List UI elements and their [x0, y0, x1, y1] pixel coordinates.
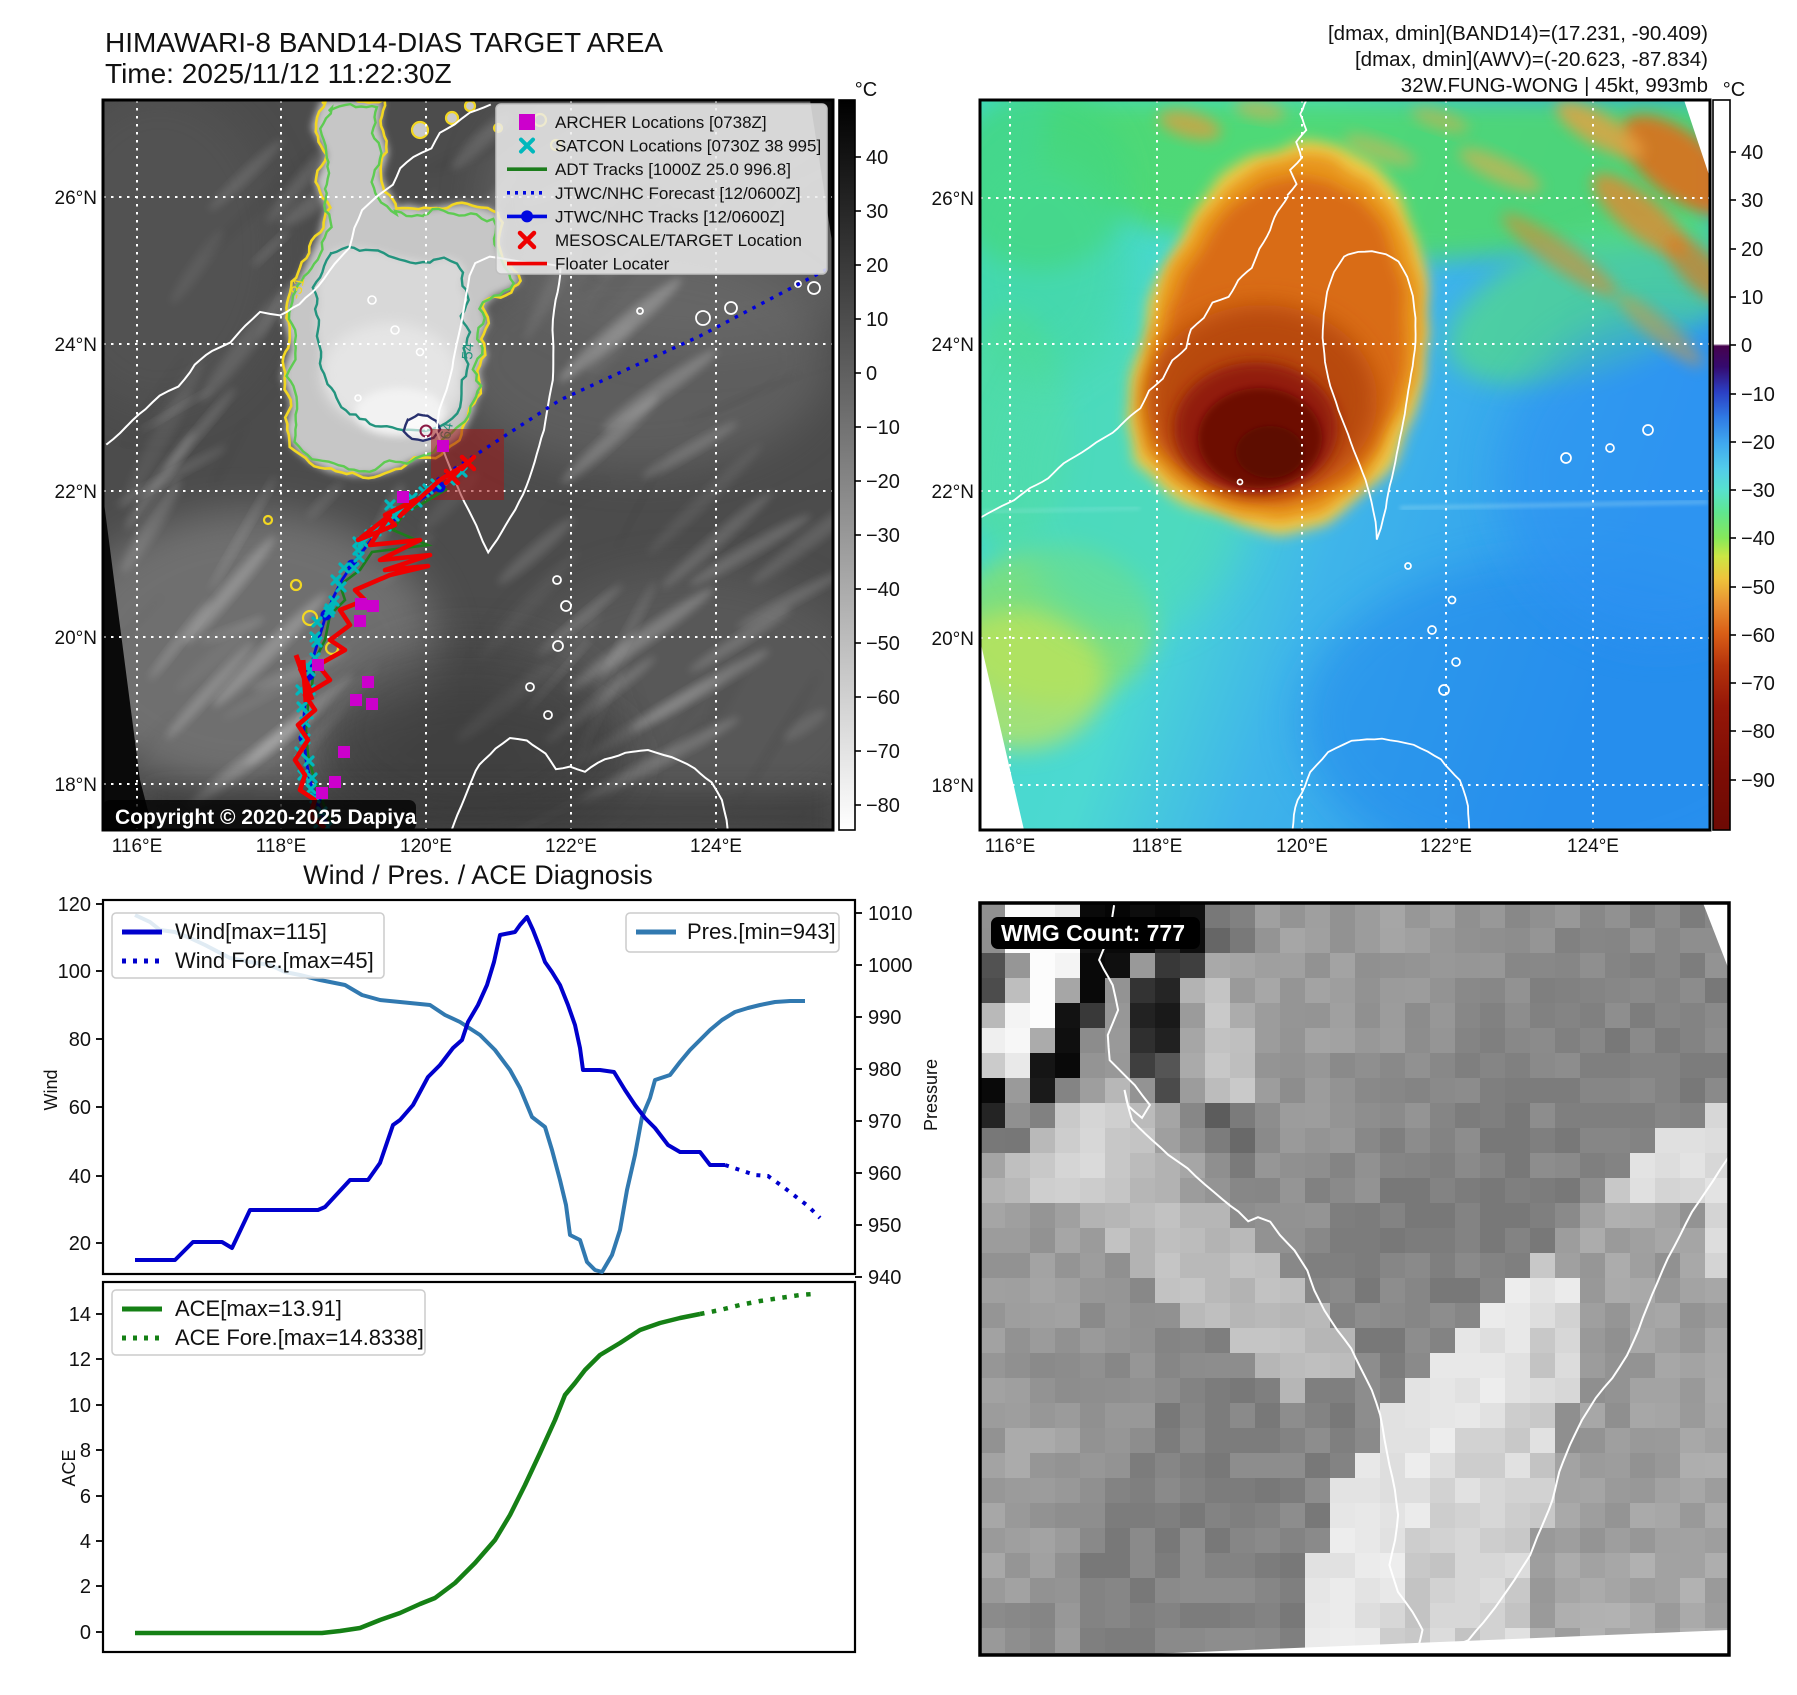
svg-text:−10: −10 — [866, 417, 900, 439]
svg-text:0: 0 — [866, 363, 877, 385]
svg-text:118°E: 118°E — [256, 836, 307, 857]
svg-text:Wind: Wind — [41, 1069, 61, 1110]
svg-text:116°E: 116°E — [985, 836, 1036, 857]
svg-text:10: 10 — [866, 309, 888, 331]
svg-text:990: 990 — [868, 1007, 901, 1029]
svg-text:124°E: 124°E — [690, 836, 742, 857]
svg-text:−90: −90 — [1741, 770, 1775, 792]
svg-text:−60: −60 — [866, 687, 900, 709]
svg-text:116°E: 116°E — [112, 836, 163, 857]
svg-text:Wind[max=115]: Wind[max=115] — [175, 919, 327, 944]
svg-text:−10: −10 — [1741, 384, 1775, 406]
svg-text:−40: −40 — [1741, 528, 1775, 550]
svg-text:1010: 1010 — [868, 903, 913, 925]
svg-text:6: 6 — [80, 1486, 91, 1508]
svg-text:−80: −80 — [1741, 721, 1775, 743]
svg-text:ACE Fore.[max=14.8338]: ACE Fore.[max=14.8338] — [175, 1325, 424, 1350]
svg-text:20°N: 20°N — [55, 628, 97, 649]
svg-text:[dmax, dmin](BAND14)=(17.231,: [dmax, dmin](BAND14)=(17.231, -90.409) — [1328, 22, 1708, 45]
svg-text:960: 960 — [868, 1163, 901, 1185]
svg-text:−60: −60 — [1741, 625, 1775, 647]
svg-text:20: 20 — [69, 1233, 91, 1255]
svg-text:20: 20 — [866, 255, 888, 277]
svg-text:40: 40 — [69, 1166, 91, 1188]
svg-text:−70: −70 — [866, 741, 900, 763]
svg-text:18°N: 18°N — [932, 776, 974, 797]
svg-text:18°N: 18°N — [55, 775, 97, 796]
svg-text:Copyright © 2020-2025 Dapiya: Copyright © 2020-2025 Dapiya — [115, 806, 417, 829]
svg-text:ADT Tracks [1000Z 25.0 996.8]: ADT Tracks [1000Z 25.0 996.8] — [555, 160, 791, 179]
svg-text:0: 0 — [80, 1622, 91, 1644]
svg-text:1000: 1000 — [868, 955, 913, 977]
svg-text:24°N: 24°N — [932, 335, 974, 356]
svg-text:40: 40 — [1741, 142, 1763, 164]
svg-text:970: 970 — [868, 1111, 901, 1133]
svg-text:980: 980 — [868, 1059, 901, 1081]
svg-text:120°E: 120°E — [1276, 836, 1328, 857]
svg-text:24°N: 24°N — [55, 335, 97, 356]
svg-text:124°E: 124°E — [1567, 836, 1619, 857]
svg-text:10: 10 — [69, 1395, 91, 1417]
svg-text:122°E: 122°E — [1420, 836, 1472, 857]
svg-text:Wind Fore.[max=45]: Wind Fore.[max=45] — [175, 948, 374, 973]
svg-text:−30: −30 — [866, 525, 900, 547]
svg-text:°C: °C — [1723, 79, 1745, 101]
svg-text:JTWC/NHC Tracks [12/0600Z]: JTWC/NHC Tracks [12/0600Z] — [555, 207, 785, 226]
svg-text:40: 40 — [866, 147, 888, 169]
svg-text:4: 4 — [80, 1531, 91, 1553]
svg-text:MESOSCALE/TARGET Location: MESOSCALE/TARGET Location — [555, 231, 802, 250]
svg-text:30: 30 — [1741, 190, 1763, 212]
svg-text:122°E: 122°E — [545, 836, 597, 857]
svg-text:Wind / Pres. / ACE Diagnosis: Wind / Pres. / ACE Diagnosis — [303, 860, 653, 890]
svg-text:HIMAWARI-8 BAND14-DIAS TARGET: HIMAWARI-8 BAND14-DIAS TARGET AREA — [105, 27, 663, 58]
svg-text:JTWC/NHC Forecast [12/0600Z]: JTWC/NHC Forecast [12/0600Z] — [555, 184, 801, 203]
svg-text:−20: −20 — [1741, 432, 1775, 454]
svg-text:30: 30 — [866, 201, 888, 223]
svg-text:940: 940 — [868, 1267, 901, 1289]
svg-text:[dmax, dmin](AWV)=(-20.623, -8: [dmax, dmin](AWV)=(-20.623, -87.834) — [1355, 48, 1708, 71]
svg-text:−80: −80 — [866, 795, 900, 817]
svg-text:−50: −50 — [1741, 577, 1775, 599]
svg-text:−50: −50 — [866, 633, 900, 655]
svg-text:WMG Count: 777: WMG Count: 777 — [1001, 920, 1185, 946]
svg-text:120°E: 120°E — [400, 836, 452, 857]
svg-text:54: 54 — [459, 342, 477, 360]
svg-text:22°N: 22°N — [55, 482, 97, 503]
svg-text:−20: −20 — [866, 471, 900, 493]
svg-text:0: 0 — [1741, 335, 1752, 357]
svg-text:32W.FUNG-WONG | 45kt, 993mb: 32W.FUNG-WONG | 45kt, 993mb — [1401, 74, 1708, 97]
svg-text:°C: °C — [855, 79, 877, 101]
svg-text:26°N: 26°N — [55, 188, 97, 209]
svg-text:22°N: 22°N — [932, 482, 974, 503]
svg-text:Pres.[min=943]: Pres.[min=943] — [687, 919, 836, 944]
svg-text:26°N: 26°N — [932, 189, 974, 210]
svg-text:80: 80 — [69, 1029, 91, 1051]
svg-text:20: 20 — [1741, 239, 1763, 261]
svg-text:ACE[max=13.91]: ACE[max=13.91] — [175, 1296, 342, 1321]
svg-text:-31: -31 — [287, 276, 308, 301]
svg-text:12: 12 — [69, 1349, 91, 1371]
svg-text:SATCON Locations [0730Z 38 995: SATCON Locations [0730Z 38 995] — [555, 137, 821, 156]
svg-text:14: 14 — [69, 1304, 91, 1326]
svg-text:−70: −70 — [1741, 673, 1775, 695]
svg-text:950: 950 — [868, 1215, 901, 1237]
svg-text:10: 10 — [1741, 287, 1763, 309]
svg-text:2: 2 — [80, 1576, 91, 1598]
svg-text:60: 60 — [69, 1097, 91, 1119]
svg-text:118°E: 118°E — [1132, 836, 1183, 857]
svg-text:ARCHER Locations [0738Z]: ARCHER Locations [0738Z] — [555, 113, 767, 132]
svg-text:100: 100 — [58, 961, 91, 983]
svg-text:120: 120 — [58, 894, 91, 916]
svg-text:ACE: ACE — [59, 1449, 79, 1486]
svg-text:20°N: 20°N — [932, 629, 974, 650]
svg-text:−40: −40 — [866, 579, 900, 601]
svg-text:Floater Locater: Floater Locater — [555, 255, 670, 274]
svg-text:8: 8 — [80, 1440, 91, 1462]
svg-text:Time: 2025/11/12 11:22:30Z: Time: 2025/11/12 11:22:30Z — [105, 58, 452, 89]
svg-text:Pressure: Pressure — [921, 1059, 941, 1131]
svg-text:−30: −30 — [1741, 480, 1775, 502]
